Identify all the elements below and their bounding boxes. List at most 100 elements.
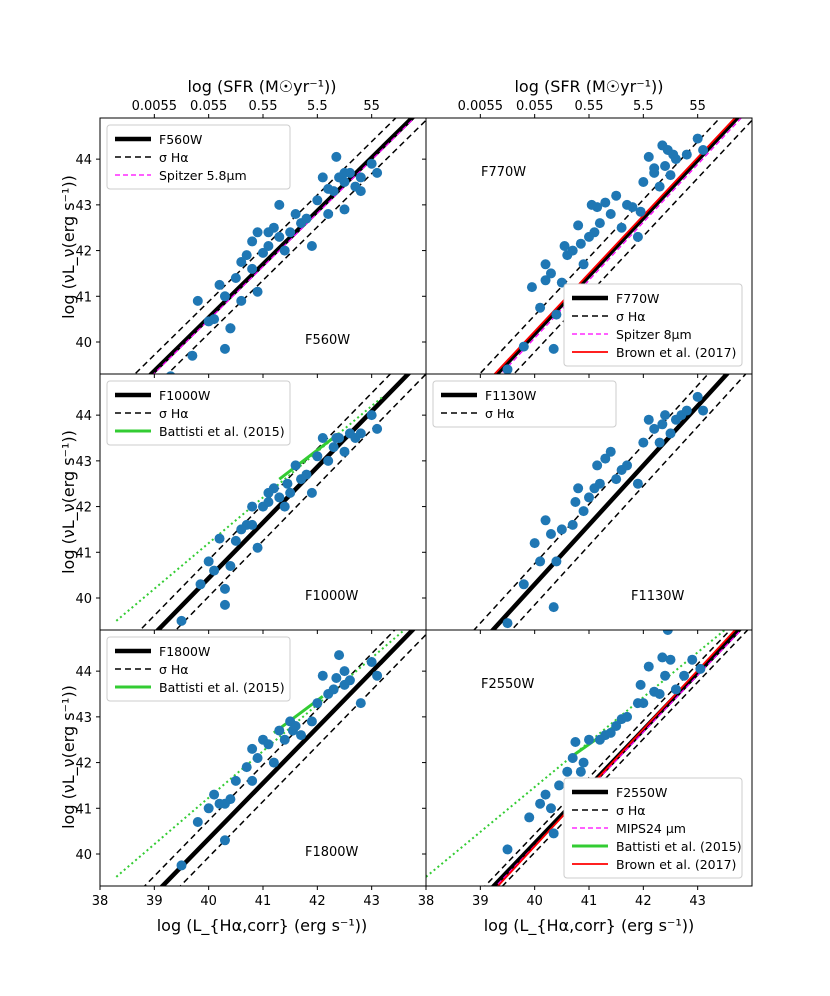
data-point — [263, 739, 274, 750]
top-tick-label: 5.5 — [307, 99, 328, 114]
sigma-upper-line — [473, 374, 710, 630]
legend-label: Brown et al. (2017) — [616, 345, 736, 360]
data-point — [247, 775, 258, 786]
data-point — [584, 492, 594, 503]
data-point — [323, 455, 334, 466]
data-point — [535, 302, 546, 313]
data-point — [594, 478, 605, 489]
data-point — [657, 419, 668, 430]
legend-box — [563, 283, 743, 367]
y-tick-label: 44 — [75, 665, 92, 680]
data-point — [236, 295, 247, 306]
y-tick-label: 43 — [75, 199, 92, 214]
data-point — [698, 405, 709, 416]
data-point — [638, 698, 649, 709]
data-point — [225, 323, 236, 334]
legend-label: σ Hα — [616, 803, 646, 818]
x-tick-label: 39 — [146, 894, 163, 909]
data-point — [317, 433, 328, 443]
data-point — [554, 780, 565, 791]
data-point — [687, 654, 698, 665]
data-point — [632, 231, 643, 242]
data-point — [247, 743, 258, 754]
data-point — [312, 451, 323, 462]
data-point — [679, 670, 690, 681]
data-point — [638, 177, 649, 187]
legend-label: Spitzer 8μm — [616, 327, 692, 342]
y-axis-title-row1: log (νL_ν(erg s⁻¹)) — [59, 175, 79, 319]
data-point — [247, 501, 258, 512]
x-tick-label: 38 — [418, 894, 435, 909]
top-tick-label: 0.055 — [516, 99, 553, 114]
x-axis-title-right: log (L_{Hα,corr} (erg s⁻¹)) — [484, 916, 695, 936]
data-point — [214, 279, 225, 290]
data-point — [339, 177, 350, 187]
top-tick-label: 0.0055 — [132, 99, 178, 114]
top-axis-title-right: log (SFR (M☉yr⁻¹)) — [514, 77, 663, 96]
fit-line — [489, 374, 730, 630]
data-point — [274, 725, 285, 736]
top-axis-title-left: log (SFR (M☉yr⁻¹)) — [187, 77, 336, 96]
data-point — [584, 734, 594, 745]
y-tick-label: 40 — [75, 848, 92, 863]
data-point — [524, 812, 535, 823]
x-tick-label: 39 — [472, 894, 489, 909]
data-point — [556, 524, 567, 535]
legend-label: Battisti et al. (2015) — [616, 839, 742, 854]
data-point — [649, 167, 660, 178]
data-point — [166, 371, 176, 374]
data-point — [575, 238, 586, 249]
data-point — [306, 716, 317, 727]
y-tick-label: 42 — [75, 245, 92, 260]
data-point — [312, 698, 323, 709]
data-point — [502, 618, 513, 629]
data-point — [573, 220, 584, 231]
data-point — [252, 227, 263, 238]
panel-label: F1000W — [305, 589, 359, 604]
data-point — [339, 204, 350, 215]
panel-label: F2550W — [481, 677, 535, 692]
top-tick-label: 55 — [363, 99, 380, 114]
legend-box — [106, 380, 291, 446]
data-point — [355, 186, 366, 197]
data-point — [339, 446, 350, 457]
legend-label: F2550W — [616, 785, 667, 800]
data-point — [632, 478, 643, 489]
data-point — [317, 172, 328, 183]
panel-label: F1800W — [305, 845, 359, 860]
data-point — [502, 844, 513, 855]
data-point — [192, 295, 203, 306]
data-point — [575, 766, 586, 777]
y-tick-label: 42 — [75, 757, 92, 772]
legend-label: MIPS24 μm — [616, 821, 686, 836]
data-point — [268, 757, 279, 768]
sigma-lower-line — [510, 374, 747, 630]
legend-label: F770W — [616, 291, 659, 306]
data-point — [660, 410, 671, 421]
data-point — [301, 213, 312, 224]
data-point — [665, 654, 676, 665]
sigma-lower-line — [174, 374, 426, 630]
data-point — [616, 222, 627, 233]
data-point — [535, 556, 546, 567]
data-point — [331, 673, 342, 683]
data-point — [589, 227, 600, 238]
data-point — [339, 167, 350, 178]
data-point — [268, 483, 279, 494]
data-point — [247, 236, 258, 247]
data-point — [263, 497, 274, 507]
data-point — [252, 542, 263, 553]
data-point — [622, 460, 633, 471]
data-point — [219, 583, 230, 594]
data-point — [176, 615, 187, 626]
y-tick-label: 44 — [75, 153, 92, 168]
legend: F560W σ Hα Spitzer 5.8μm — [106, 124, 291, 190]
data-point — [230, 535, 241, 546]
data-point — [654, 689, 665, 699]
data-point — [279, 245, 290, 256]
panel-f1800w: 40 41 42 43 44 38 39 40 41 42 43 F1800W F1800W σ Hα Ba… — [75, 629, 427, 909]
data-point — [502, 364, 513, 374]
fit-line — [159, 630, 416, 886]
data-point — [551, 556, 562, 567]
